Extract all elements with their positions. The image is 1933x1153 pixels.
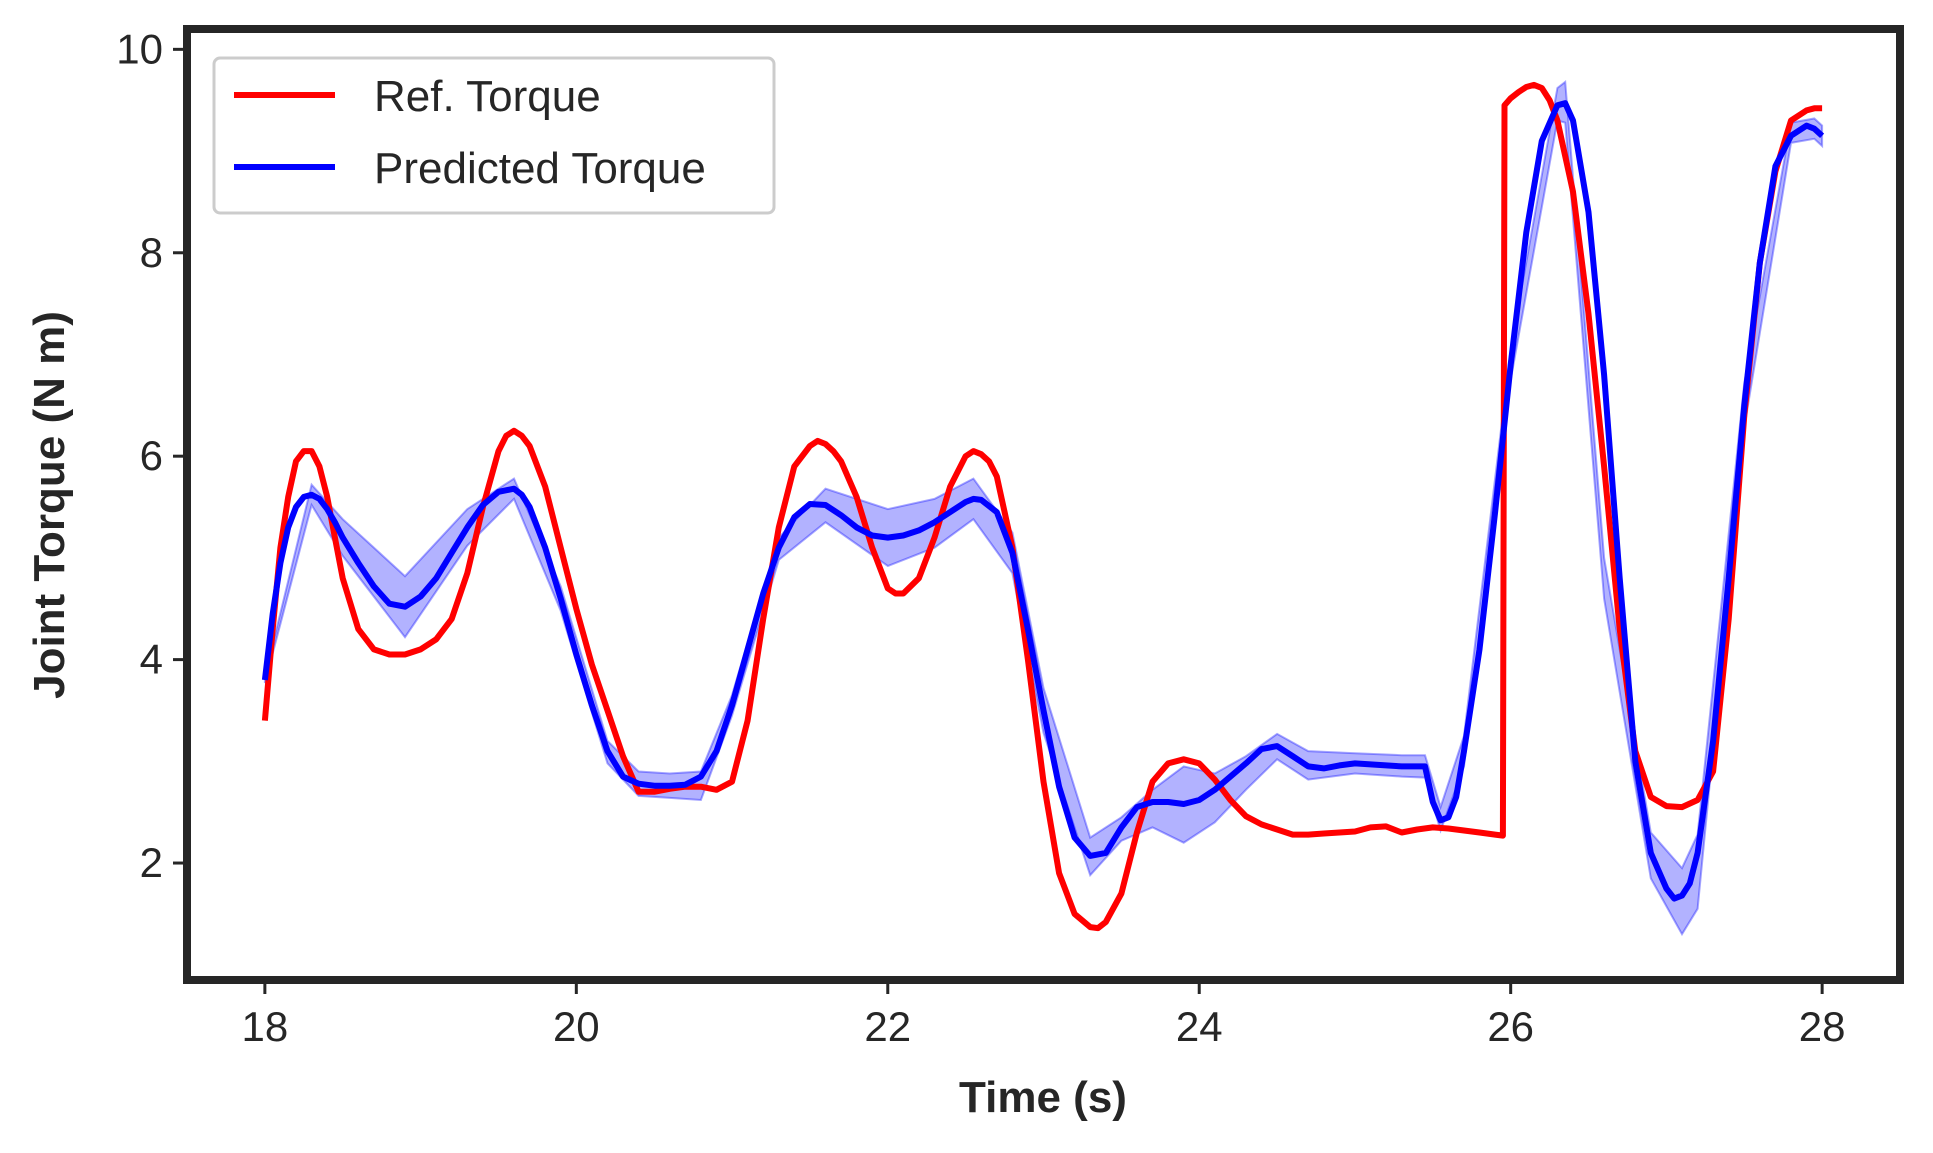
y-tick-label: 8 <box>140 229 163 276</box>
ref-torque-line <box>261 81 1823 932</box>
predicted-torque-line <box>261 100 1825 902</box>
y-tick-label: 6 <box>140 432 163 479</box>
y-tick-label: 2 <box>140 839 163 886</box>
legend-box <box>212 56 776 215</box>
x-tick-label: 24 <box>1176 1003 1223 1050</box>
x-tick-label: 28 <box>1799 1003 1846 1050</box>
y-axis-ticks: 2 4 6 8 10 <box>116 25 187 886</box>
plot-area <box>261 79 1825 937</box>
x-tick-label: 26 <box>1487 1003 1534 1050</box>
predicted-torque-uncertainty-band <box>263 79 1824 937</box>
x-axis-label: Time (s) <box>959 1073 1127 1122</box>
y-tick-label: 4 <box>140 636 163 683</box>
x-axis-ticks: 18 20 22 24 26 28 <box>242 980 1846 1050</box>
y-axis-label: Joint Torque (N m) <box>25 311 74 699</box>
legend-ref-label: Ref. Torque <box>374 72 601 121</box>
legend: Ref. Torque Predicted Torque <box>212 56 776 215</box>
x-tick-label: 20 <box>553 1003 600 1050</box>
legend-pred-label: Predicted Torque <box>374 144 706 193</box>
x-tick-label: 22 <box>864 1003 911 1050</box>
x-tick-label: 18 <box>242 1003 289 1050</box>
y-tick-label: 10 <box>116 25 163 72</box>
plot-frame <box>183 25 1904 984</box>
